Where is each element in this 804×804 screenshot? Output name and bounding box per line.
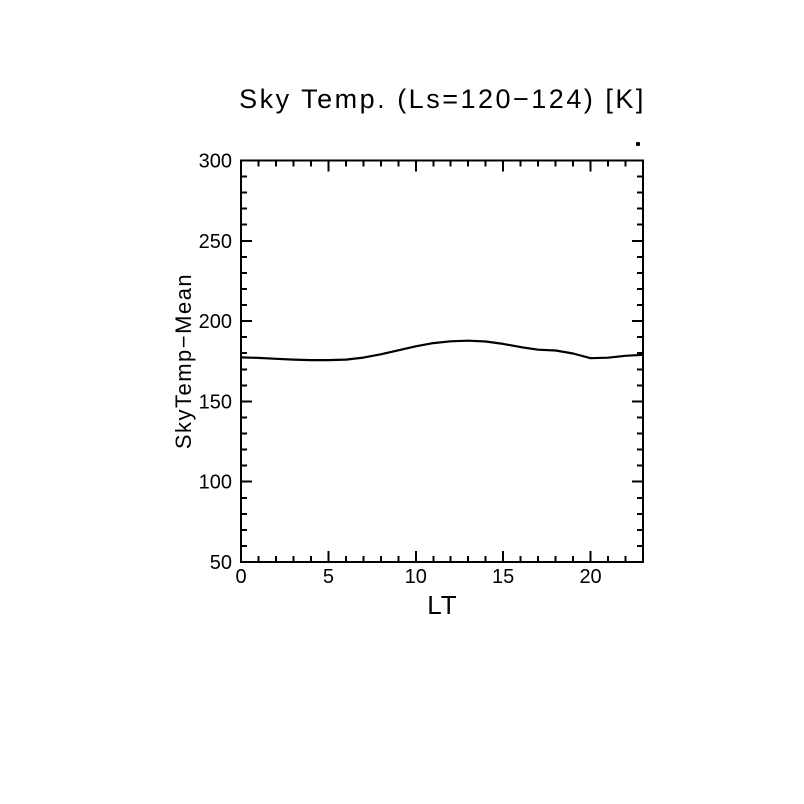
y-tick-label: 200 [199,311,232,333]
y-tick-labels: 50 100 150 200 250 300 [199,151,232,575]
x-tick-label: 10 [405,566,427,588]
x-tick-label: 20 [579,566,601,588]
x-tick-label: 5 [323,566,334,588]
y-tick-label: 100 [199,472,232,494]
y-tick-label: 150 [199,391,232,413]
axis-ticks [240,159,644,563]
plot-title: Sky Temp. (Ls=120−124) [K] [239,84,646,114]
x-tick-labels: 0 5 10 15 20 [235,566,601,588]
y-tick-label: 300 [199,151,232,173]
y-tick-label: 50 [210,552,232,574]
x-axis-title: LT [427,590,458,620]
x-tick-label: 0 [235,566,246,588]
stray-dot-mark [636,142,640,146]
temperature-curve [239,339,645,362]
x-tick-label: 15 [492,566,514,588]
plot-border [240,159,644,563]
y-tick-label: 250 [199,231,232,253]
